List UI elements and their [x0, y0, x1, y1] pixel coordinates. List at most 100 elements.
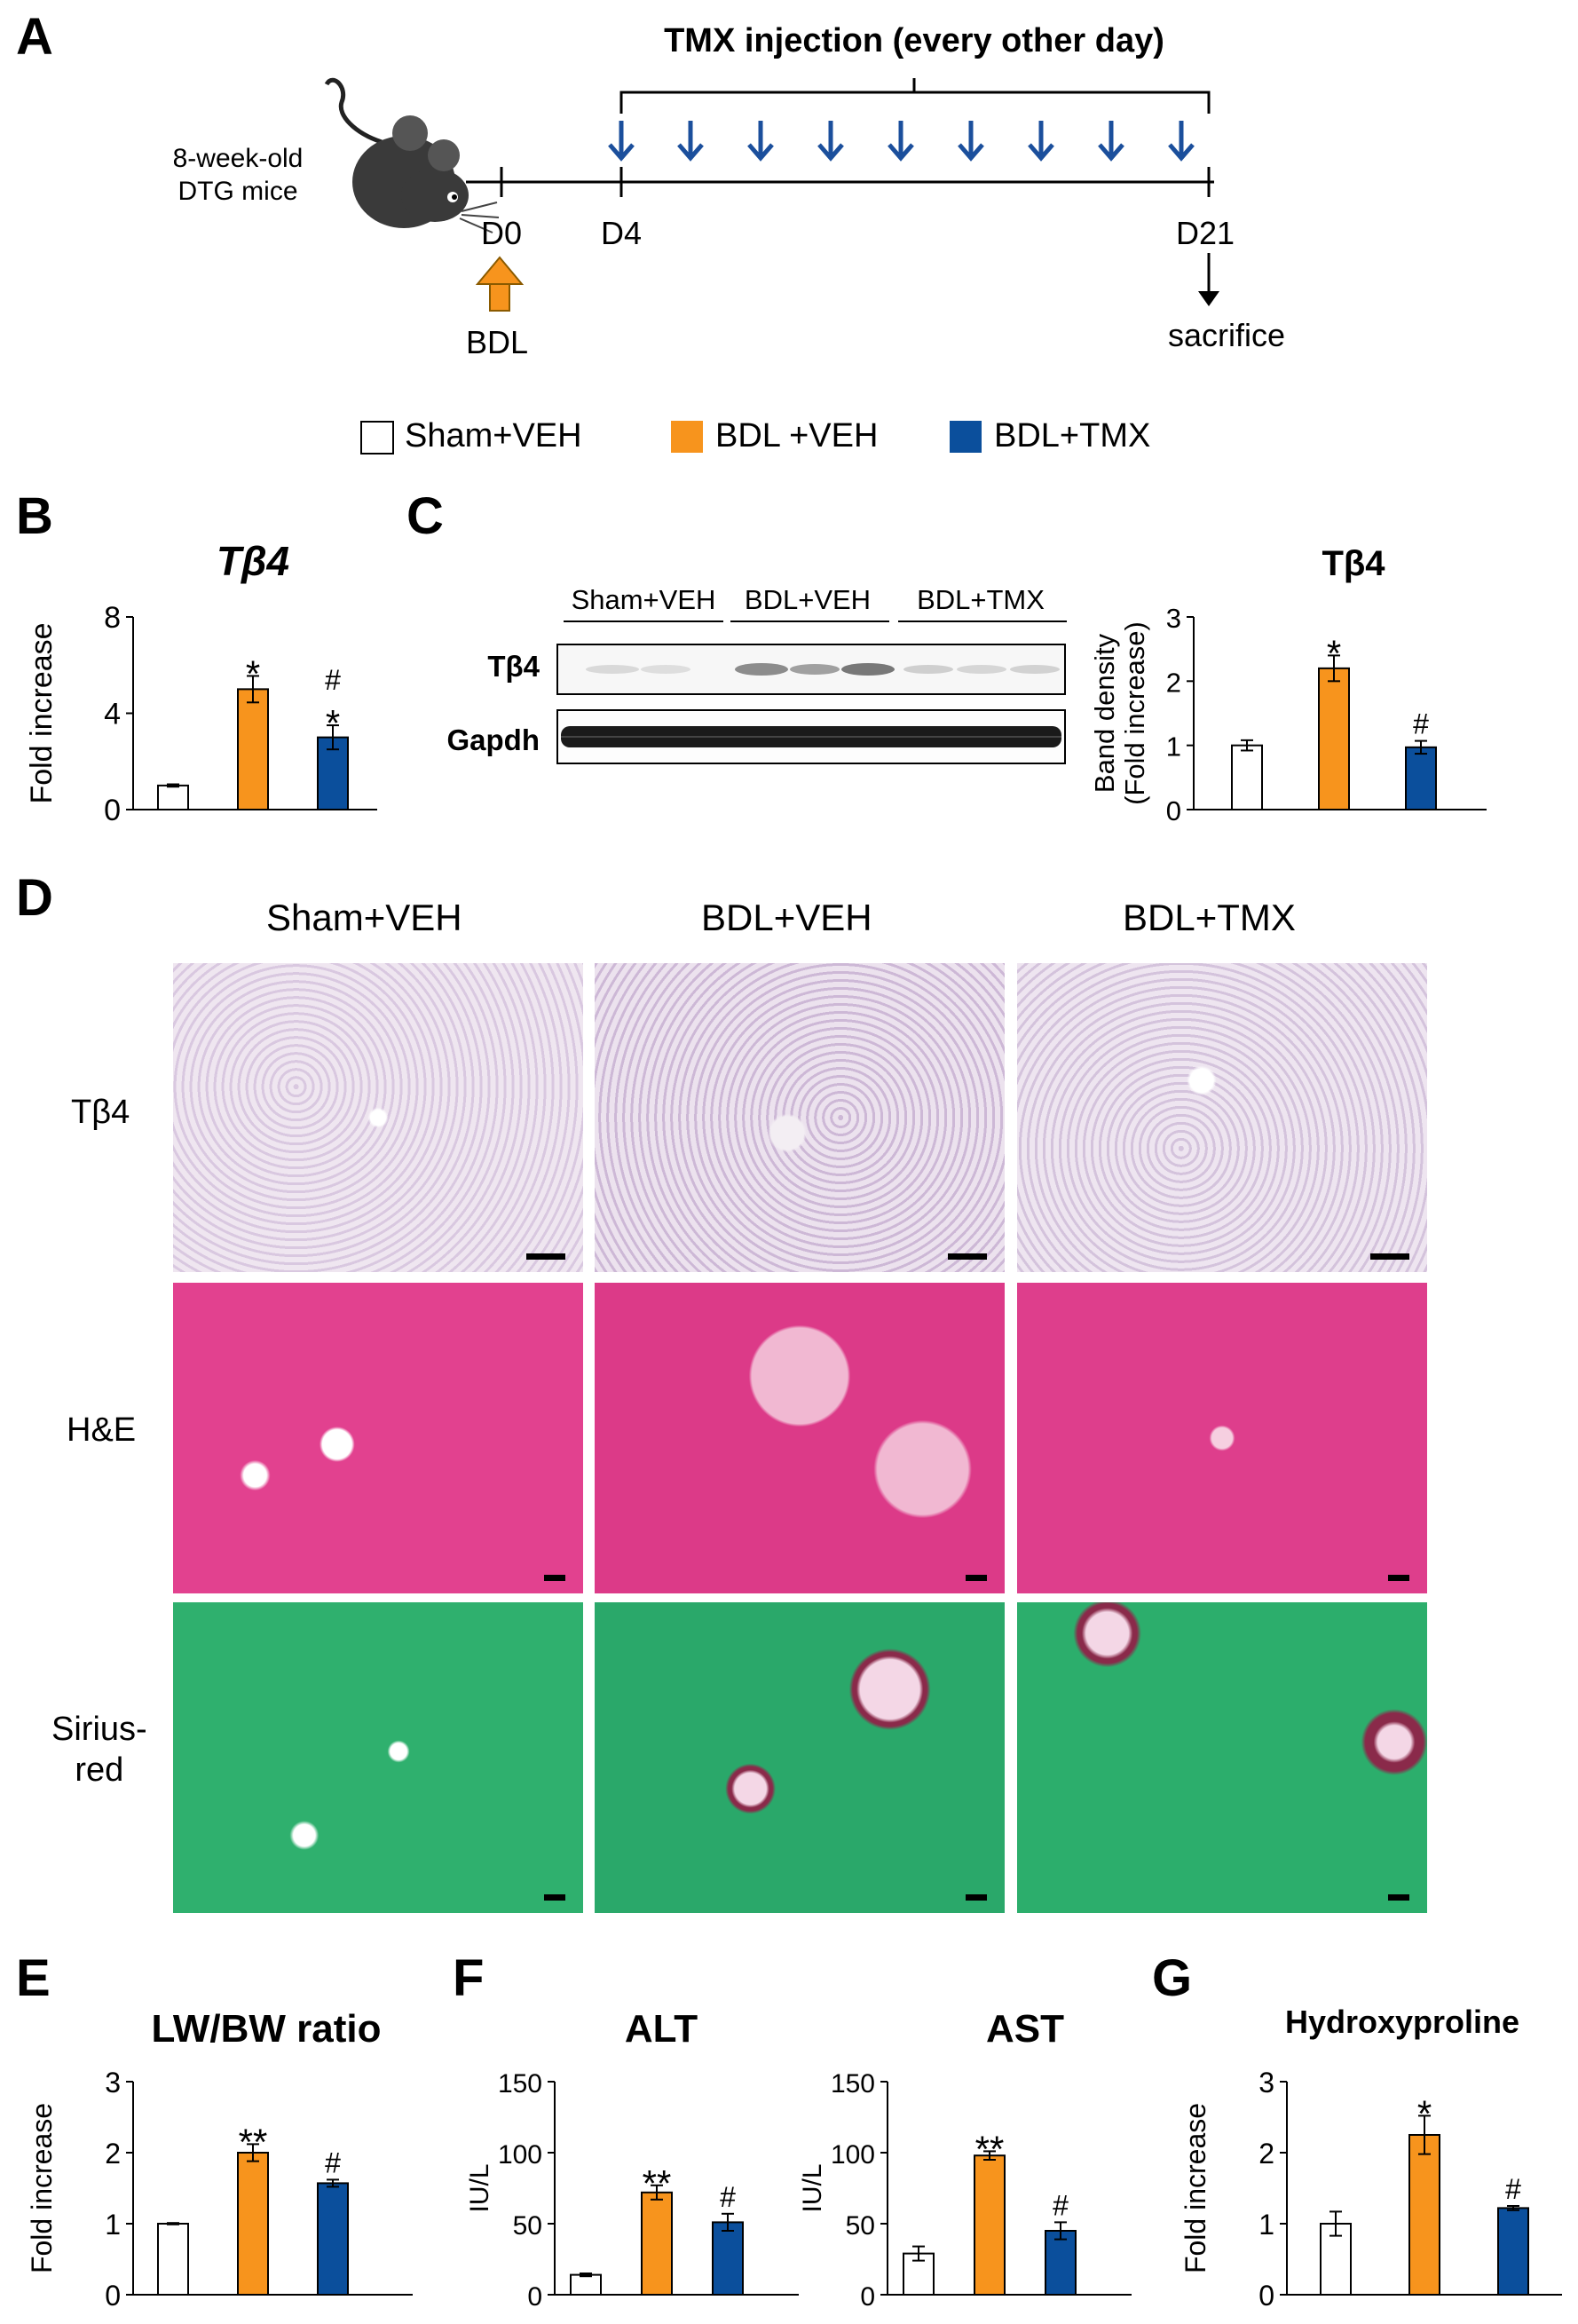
micrograph-tb4-sham — [173, 963, 583, 1272]
significance-mark: # — [325, 2146, 341, 2178]
legend-swatch-bdl-tmx — [950, 421, 982, 453]
y-axis-label: (Fold increase) — [1119, 621, 1150, 805]
legend-swatch-bdl-veh — [671, 421, 703, 453]
panel-label-d: D — [16, 869, 53, 927]
day4-label: D4 — [601, 215, 642, 251]
y-axis-label: IU/L — [798, 2163, 827, 2212]
error-bar — [1328, 654, 1340, 683]
bar — [1408, 2134, 1440, 2296]
error-bar — [912, 2245, 925, 2262]
day0-label: D0 — [481, 215, 522, 251]
y-tick-label: 2 — [1166, 667, 1181, 698]
tmx-arrow-icon — [1028, 121, 1054, 162]
y-tick-label: 3 — [105, 2067, 121, 2099]
mouse-icon — [324, 77, 500, 233]
bar — [1231, 744, 1263, 811]
error-bar — [580, 2273, 592, 2278]
micrograph-he-sham — [173, 1283, 583, 1593]
error-bar — [1054, 2221, 1067, 2241]
legend: Sham+VEH BDL +VEH BDL+TMX — [360, 417, 1248, 462]
error-bar — [247, 2143, 259, 2162]
sacrifice-label: sacrifice — [1168, 317, 1285, 353]
panel-label-c: C — [406, 487, 444, 545]
bdl-arrow-icon — [475, 256, 525, 312]
chart-title: Hydroxyproline — [1285, 2004, 1519, 2040]
tmx-title: TMX injection (every other day) — [664, 22, 1164, 59]
panel-label-g: G — [1152, 1949, 1193, 2007]
error-bar — [1241, 739, 1253, 752]
y-axis-label: Band density — [1089, 633, 1120, 793]
error-bar — [651, 2184, 663, 2201]
tmx-arrow-icon — [1098, 121, 1124, 162]
micrograph-he-bdl-veh — [595, 1283, 1005, 1593]
chart-title: AST — [986, 2007, 1064, 2051]
y-axis-label: IU/L — [465, 2163, 494, 2212]
blot-group-sham: Sham+VEH — [572, 584, 716, 615]
bar — [237, 2152, 269, 2296]
significance-mark: ** — [239, 2121, 268, 2162]
error-bar — [167, 2222, 179, 2225]
y-tick-label: 150 — [831, 2069, 875, 2099]
significance-mark: # — [1053, 2189, 1069, 2221]
chart-g: Hydroxyproline 0 1 2 3 Fold increase * # — [1180, 2004, 1562, 2312]
bar — [1497, 2207, 1529, 2296]
significance-mark: * — [326, 702, 340, 744]
significance-mark: * — [246, 652, 260, 694]
histology-panel: Sham+VEH BDL+VEH BDL+TMX Tβ4 H&E Sirius-… — [0, 897, 1578, 1917]
histo-col-bdl-veh: BDL+VEH — [701, 897, 872, 938]
y-tick-label: 2 — [105, 2138, 121, 2170]
error-bar — [1418, 2115, 1431, 2155]
tmx-arrow-icon — [888, 121, 914, 162]
histo-col-sham: Sham+VEH — [266, 897, 462, 938]
bar — [712, 2221, 744, 2296]
tmx-arrow-icon — [747, 121, 774, 162]
chart-title: ALT — [625, 2007, 698, 2051]
histo-row-sirius: Sirius- red — [51, 1711, 147, 1789]
micrograph-sirius-bdl-tmx — [1017, 1602, 1427, 1913]
y-tick-label: 50 — [846, 2211, 875, 2241]
significance-mark: * — [1417, 2092, 1432, 2134]
significance-mark: ** — [975, 2128, 1005, 2170]
bar — [157, 2223, 189, 2296]
histo-row-he: H&E — [67, 1411, 137, 1449]
error-bar — [1507, 2205, 1519, 2211]
bar — [641, 2191, 673, 2296]
y-tick-label: 8 — [104, 601, 121, 635]
histo-col-bdl-tmx: BDL+TMX — [1123, 897, 1296, 938]
mouse-label-line1: 8-week-old — [173, 144, 304, 173]
blot-row-gapdh: Gapdh — [447, 723, 540, 756]
bar — [317, 2182, 349, 2296]
bar — [237, 688, 269, 810]
y-tick-label: 1 — [1258, 2209, 1274, 2241]
bar — [1045, 2230, 1077, 2296]
y-tick-label: 100 — [498, 2140, 542, 2170]
y-axis-label: Fold increase — [1180, 2103, 1211, 2273]
bar — [974, 2154, 1006, 2296]
y-tick-label: 0 — [860, 2282, 875, 2312]
significance-mark: # — [1413, 708, 1429, 740]
y-tick-label: 4 — [104, 698, 121, 731]
legend-swatch-sham — [360, 421, 394, 455]
blot-group-bdl-tmx: BDL+TMX — [917, 584, 1045, 615]
y-tick-label: 0 — [105, 2280, 121, 2312]
y-tick-label: 2 — [1258, 2138, 1274, 2170]
y-tick-label: 0 — [1166, 795, 1181, 826]
significance-mark: # — [1505, 2173, 1521, 2205]
y-tick-label: 0 — [1258, 2280, 1274, 2312]
panel-label-a: A — [16, 8, 53, 66]
tmx-injection-arrows — [608, 121, 1195, 162]
y-tick-label: 3 — [1258, 2067, 1274, 2099]
micrograph-sirius-bdl-veh — [595, 1602, 1005, 1913]
error-bar — [327, 2178, 339, 2188]
tmx-arrow-icon — [1168, 121, 1195, 162]
tmx-arrow-icon — [608, 121, 635, 162]
bar — [1318, 667, 1350, 810]
error-bar — [983, 2150, 996, 2161]
y-tick-label: 1 — [1166, 731, 1181, 763]
y-tick-label: 50 — [513, 2211, 542, 2241]
tmx-arrow-icon — [817, 121, 844, 162]
tmx-arrow-icon — [677, 121, 704, 162]
tmx-arrow-icon — [958, 121, 984, 162]
timeline-diagram: 8-week-old DTG mice D0 D4 D21 BDL sacrif… — [173, 22, 1285, 360]
chart-f-alt: ALT 0 50 100 150 IU/L ** # — [465, 2007, 799, 2312]
